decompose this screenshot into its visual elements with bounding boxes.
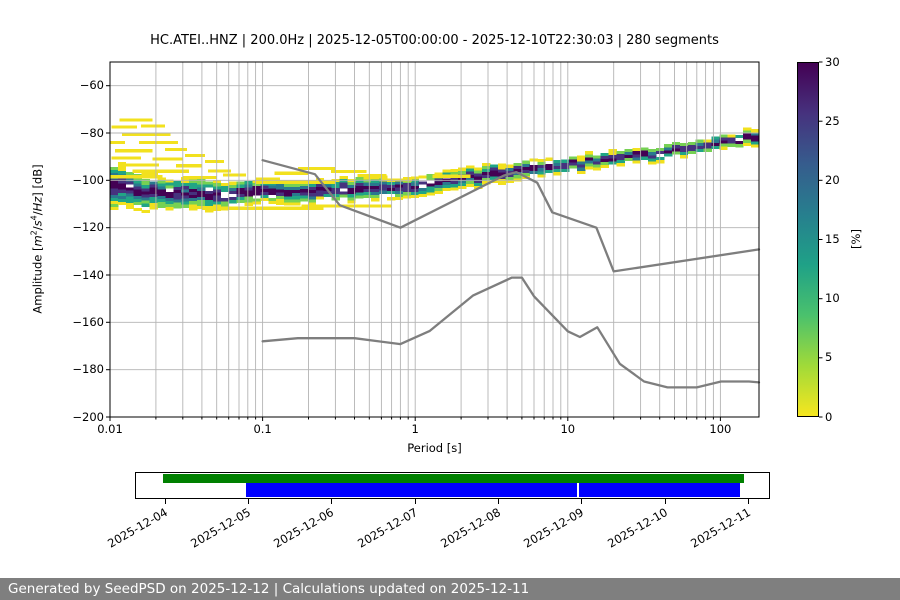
x-axis-label: Period [s] [407, 441, 462, 455]
timeline-tick [748, 499, 750, 504]
colorbar-tick-label: 0 [825, 409, 833, 424]
y-tick-label: −160 [72, 314, 104, 329]
x-tick-label: 1 [411, 422, 419, 436]
y-tick-label: −140 [72, 267, 104, 282]
timeline-tick [581, 499, 583, 504]
x-tick-label: 100 [709, 422, 732, 436]
timeline-availability-bar [162, 474, 744, 483]
colorbar [797, 62, 819, 417]
plot-title: HC.ATEI..HNZ | 200.0Hz | 2025-12-05T00:0… [150, 33, 719, 48]
timeline-tick [164, 499, 166, 504]
y-tick-label: −60 [79, 78, 104, 93]
colorbar-tick-label: 15 [825, 232, 840, 246]
x-tick-label: 0.01 [97, 422, 123, 436]
y-tick-label: −80 [79, 125, 104, 140]
x-tick-label: 0.1 [253, 422, 272, 436]
timeline-coverage-bar [246, 483, 741, 497]
timeline-tick [248, 499, 250, 504]
colorbar-tick-label: 10 [825, 291, 840, 306]
timeline-tick [414, 499, 416, 504]
colorbar-label: [%] [849, 229, 863, 249]
colorbar-tick-label: 30 [825, 54, 840, 69]
footer-text: Generated by SeedPSD on 2025-12-12 | Cal… [8, 581, 530, 597]
y-tick-label: −200 [72, 409, 104, 424]
y-axis-label: Amplitude [m2/s4/Hz] [dB] [29, 164, 45, 314]
colorbar-tick-label: 20 [825, 172, 840, 187]
timeline-tick [664, 499, 666, 504]
y-tick-label: −100 [72, 172, 104, 187]
timeline-tick [331, 499, 333, 504]
timeline-tick [498, 499, 500, 504]
colorbar-tick-label: 25 [825, 113, 840, 128]
footer-bar: Generated by SeedPSD on 2025-12-12 | Cal… [0, 578, 900, 600]
x-tick-label: 10 [560, 422, 576, 436]
timeline-gap [576, 483, 579, 497]
y-tick-label: −180 [72, 362, 104, 377]
y-tick-label: −120 [72, 220, 104, 235]
colorbar-tick-label: 5 [825, 350, 833, 365]
